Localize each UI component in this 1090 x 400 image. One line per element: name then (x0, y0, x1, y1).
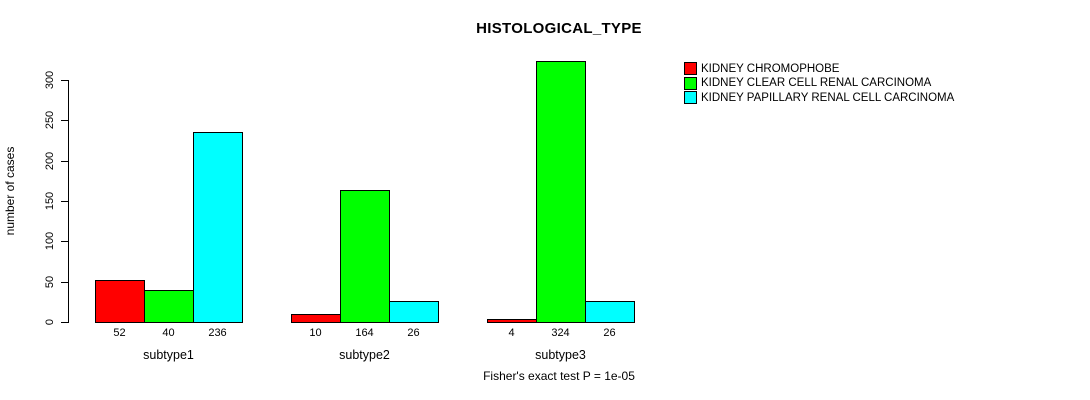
y-axis-tick-label: 300 (44, 70, 56, 90)
bar-subtype3-series1 (536, 61, 586, 323)
y-axis-tick (61, 281, 68, 283)
bar-value-label: 26 (603, 327, 616, 339)
legend-swatch-icon (684, 76, 697, 90)
y-axis-tick-label: 100 (44, 232, 56, 251)
legend-item: KIDNEY CLEAR CELL RENAL CARCINOMA (684, 76, 954, 90)
chart-title: HISTOLOGICAL_TYPE (476, 20, 642, 37)
bar-subtype3-series2 (585, 301, 635, 323)
y-axis-tick-label: 0 (44, 318, 56, 326)
bar-subtype2-series0 (291, 314, 341, 323)
y-axis-tick (61, 80, 68, 81)
annotation-text: Fisher's exact test P = 1e-05 (483, 369, 635, 383)
legend-item: KIDNEY CHROMOPHOBE (684, 62, 954, 75)
x-category-label-subtype1: subtype1 (143, 348, 194, 362)
legend-label: KIDNEY CHROMOPHOBE (701, 62, 840, 75)
bar-subtype2-series1 (340, 190, 390, 323)
y-axis-tick-label: 150 (44, 191, 56, 211)
y-axis-tick-label: 200 (44, 151, 56, 170)
y-axis-tick (61, 241, 68, 243)
bar-subtype1-series2 (193, 132, 243, 323)
y-axis-tick (61, 120, 68, 122)
bar-value-label: 52 (113, 327, 126, 339)
y-axis-tick-label: 50 (44, 275, 56, 288)
bar-subtype3-series0 (487, 319, 537, 323)
legend-item: KIDNEY PAPILLARY RENAL CELL CARCINOMA (684, 91, 954, 104)
bar-value-label: 236 (208, 327, 227, 339)
bar-subtype1-series0 (95, 280, 145, 323)
bar-value-label: 164 (355, 327, 374, 339)
bar-subtype2-series2 (389, 301, 439, 323)
legend-label: KIDNEY PAPILLARY RENAL CELL CARCINOMA (701, 91, 955, 104)
legend-label: KIDNEY CLEAR CELL RENAL CARCINOMA (701, 77, 932, 89)
x-category-label-subtype2: subtype2 (339, 348, 390, 362)
x-category-label-subtype3: subtype3 (535, 348, 586, 362)
bar-value-label: 4 (508, 327, 515, 339)
y-axis-tick (61, 322, 68, 323)
legend-swatch-icon (684, 62, 697, 75)
bar-subtype1-series1 (144, 290, 194, 323)
y-axis-line (68, 80, 69, 323)
bar-value-label: 40 (162, 327, 175, 339)
y-axis-tick-label: 250 (44, 111, 56, 130)
y-axis-tick (61, 201, 68, 202)
legend-swatch-icon (684, 91, 697, 104)
bar-value-label: 324 (551, 327, 570, 339)
y-axis-tick (61, 160, 68, 162)
bar-value-label: 10 (309, 327, 322, 339)
legend: KIDNEY CHROMOPHOBE KIDNEY CLEAR CELL RENA… (684, 62, 954, 106)
bar-value-label: 26 (407, 327, 420, 339)
